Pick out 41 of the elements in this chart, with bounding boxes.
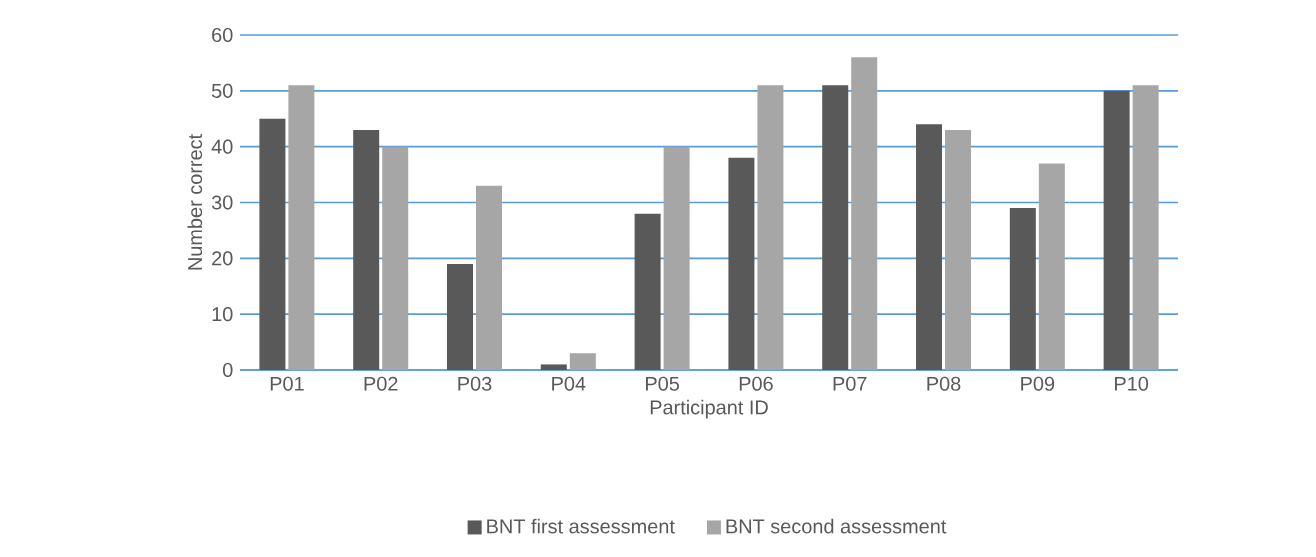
bar <box>540 364 567 370</box>
bar <box>822 85 849 370</box>
bar <box>288 85 315 370</box>
legend-label: BNT first assessment <box>487 518 675 534</box>
y-tick-label: 60 <box>212 27 233 43</box>
x-tick-label: P01 <box>270 376 304 391</box>
bar <box>945 129 972 370</box>
y-tick-label: 30 <box>211 195 233 210</box>
bar <box>1132 85 1159 370</box>
y-tick-label: 50 <box>211 83 233 98</box>
bar <box>476 185 503 370</box>
x-tick-label: P02 <box>364 376 398 391</box>
bar <box>259 118 286 370</box>
bar <box>916 124 943 370</box>
bar <box>1103 90 1130 370</box>
y-tick-label: 40 <box>211 139 233 154</box>
x-tick-label: P05 <box>646 376 679 391</box>
bar <box>1009 208 1036 370</box>
x-tick-label: P10 <box>1115 376 1149 391</box>
y-tick-label: 20 <box>212 251 233 266</box>
legend-label: BNT second assessment <box>726 518 947 534</box>
x-tick-label: P07 <box>833 376 867 391</box>
y-tick-label: 0 <box>222 362 233 378</box>
bar <box>728 157 755 370</box>
bar <box>851 57 878 370</box>
bar <box>757 85 784 370</box>
bar <box>1038 163 1065 370</box>
bar <box>634 213 661 370</box>
bar <box>663 146 690 370</box>
x-tick-label: P04 <box>552 376 586 391</box>
bar <box>569 353 596 370</box>
x-tick-label: P03 <box>458 376 492 391</box>
y-axis-title: Number correct <box>187 134 203 270</box>
x-tick-label: P08 <box>927 376 961 391</box>
x-tick-label: P09 <box>1021 376 1055 391</box>
bar <box>382 146 409 370</box>
y-tick-label: 10 <box>212 307 233 322</box>
x-axis-title: Participant ID <box>650 399 768 419</box>
bar <box>353 129 380 370</box>
bar <box>447 263 474 370</box>
x-tick-label: P06 <box>739 376 773 391</box>
